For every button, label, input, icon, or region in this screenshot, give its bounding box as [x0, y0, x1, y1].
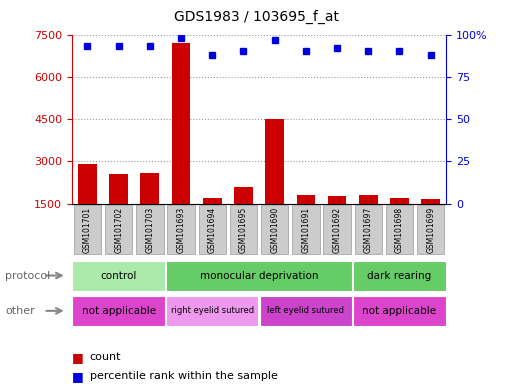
- Text: GSM101697: GSM101697: [364, 206, 373, 253]
- Bar: [328, 197, 346, 204]
- FancyBboxPatch shape: [105, 205, 132, 254]
- FancyBboxPatch shape: [167, 205, 195, 254]
- Bar: [297, 195, 315, 204]
- Text: monocular deprivation: monocular deprivation: [200, 270, 318, 281]
- FancyBboxPatch shape: [353, 296, 446, 326]
- Text: GSM101691: GSM101691: [301, 206, 310, 253]
- Text: GSM101703: GSM101703: [145, 206, 154, 253]
- Text: control: control: [101, 270, 137, 281]
- Bar: [78, 164, 97, 204]
- Text: GSM101695: GSM101695: [239, 206, 248, 253]
- Bar: [265, 119, 284, 204]
- FancyBboxPatch shape: [353, 260, 446, 291]
- Text: protocol: protocol: [5, 270, 50, 281]
- FancyBboxPatch shape: [199, 205, 226, 254]
- Text: not applicable: not applicable: [82, 306, 155, 316]
- FancyBboxPatch shape: [354, 205, 382, 254]
- Bar: [421, 199, 440, 204]
- Bar: [172, 43, 190, 204]
- Text: GSM101701: GSM101701: [83, 206, 92, 253]
- Text: GSM101693: GSM101693: [176, 206, 186, 253]
- FancyBboxPatch shape: [230, 205, 257, 254]
- FancyBboxPatch shape: [292, 205, 320, 254]
- FancyBboxPatch shape: [323, 205, 351, 254]
- FancyBboxPatch shape: [386, 205, 413, 254]
- Text: GSM101692: GSM101692: [332, 206, 342, 253]
- FancyBboxPatch shape: [72, 296, 165, 326]
- Text: GSM101694: GSM101694: [208, 206, 217, 253]
- Text: left eyelid sutured: left eyelid sutured: [267, 306, 344, 315]
- Text: GSM101699: GSM101699: [426, 206, 435, 253]
- Text: right eyelid sutured: right eyelid sutured: [171, 306, 254, 315]
- Text: GSM101690: GSM101690: [270, 206, 279, 253]
- Text: other: other: [5, 306, 35, 316]
- Bar: [141, 172, 159, 204]
- Bar: [359, 195, 378, 204]
- FancyBboxPatch shape: [166, 296, 259, 326]
- Text: GDS1983 / 103695_f_at: GDS1983 / 103695_f_at: [174, 10, 339, 24]
- FancyBboxPatch shape: [136, 205, 164, 254]
- Bar: [390, 198, 409, 204]
- Text: dark rearing: dark rearing: [367, 270, 431, 281]
- FancyBboxPatch shape: [166, 260, 352, 291]
- Text: count: count: [90, 352, 121, 362]
- Text: GSM101698: GSM101698: [395, 206, 404, 253]
- FancyBboxPatch shape: [74, 205, 101, 254]
- FancyBboxPatch shape: [261, 205, 288, 254]
- Bar: [234, 187, 253, 204]
- Bar: [109, 174, 128, 204]
- FancyBboxPatch shape: [72, 260, 165, 291]
- Text: GSM101702: GSM101702: [114, 206, 123, 253]
- FancyBboxPatch shape: [417, 205, 444, 254]
- Text: ■: ■: [72, 370, 84, 383]
- Text: ■: ■: [72, 351, 84, 364]
- Text: not applicable: not applicable: [363, 306, 437, 316]
- FancyBboxPatch shape: [260, 296, 352, 326]
- Bar: [203, 198, 222, 204]
- Text: percentile rank within the sample: percentile rank within the sample: [90, 371, 278, 381]
